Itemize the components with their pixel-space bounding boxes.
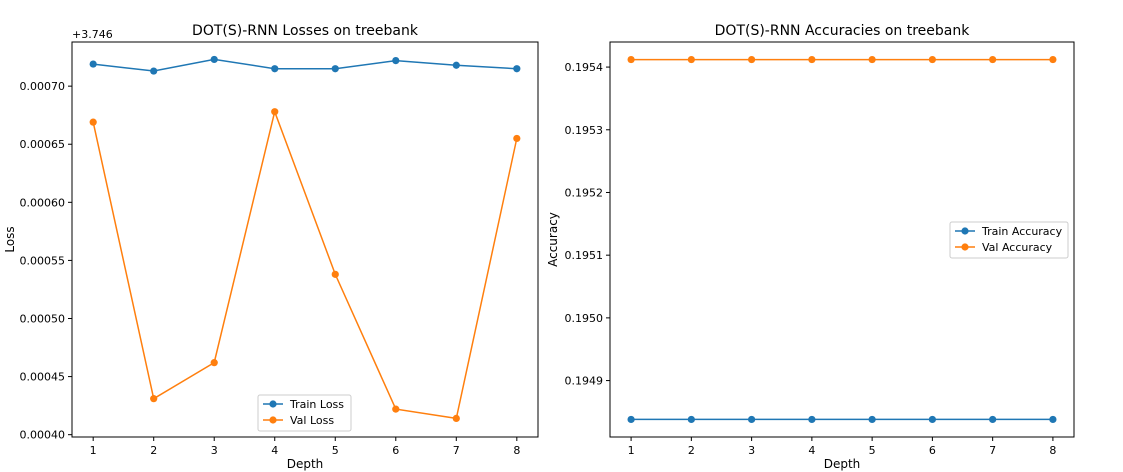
data-point: [513, 65, 521, 73]
x-tick-label: 6: [929, 444, 936, 457]
y-tick-label: 0.1953: [565, 124, 604, 137]
legend-marker: [961, 243, 969, 251]
y-tick-label: 0.1954: [565, 61, 604, 74]
data-point: [627, 55, 635, 64]
series-train-accuracy: [627, 415, 1057, 424]
legend-label: Val Loss: [290, 414, 334, 427]
legend-box: [949, 221, 1069, 259]
y-tick-label: 0.1951: [565, 249, 604, 262]
data-point: [271, 65, 279, 73]
data-point: [808, 415, 816, 424]
data-point: [1049, 55, 1057, 64]
y-tick-label: 0.00055: [20, 254, 66, 267]
y-tick-label: 0.1949: [565, 375, 604, 388]
x-tick-label: 3: [211, 444, 218, 457]
x-tick-label: 2: [688, 444, 695, 457]
data-point: [89, 118, 97, 126]
series-val-loss: [89, 108, 521, 423]
data-point: [808, 55, 816, 64]
data-point: [687, 415, 695, 424]
y-axis-title: Loss: [3, 226, 17, 252]
x-tick-label: 3: [748, 444, 755, 457]
data-point: [627, 415, 635, 424]
data-point: [687, 55, 695, 64]
data-point: [210, 55, 218, 64]
y-axis-title: Accuracy: [546, 212, 560, 267]
data-point: [331, 65, 339, 73]
x-tick-label: 6: [392, 444, 399, 457]
x-tick-label: 5: [869, 444, 876, 457]
x-tick-label: 1: [628, 444, 635, 457]
data-point: [210, 359, 218, 367]
data-point: [868, 55, 876, 64]
y-tick-label: 0.00040: [20, 429, 66, 442]
y-tick-label: 0.00060: [20, 196, 66, 209]
y-tick-label: 0.00070: [20, 80, 66, 93]
data-point: [989, 415, 997, 424]
series-line: [93, 58, 517, 72]
legend-marker: [961, 227, 969, 235]
legend-marker: [269, 400, 277, 408]
data-point: [989, 55, 997, 64]
x-tick-label: 1: [90, 444, 97, 457]
legend: Train Accuracy Val Accuracy: [949, 221, 1069, 259]
x-tick-label: 8: [513, 444, 520, 457]
data-point: [513, 134, 521, 143]
legend-label: Train Accuracy: [981, 225, 1063, 238]
chart-1: 1 2 3 4 5 6 7 8 0.00040 0.00045 0.00050 0.00055 0.00…: [3, 23, 539, 471]
legend-label: Val Accuracy: [982, 241, 1053, 254]
x-tick-label: 2: [150, 444, 157, 457]
y-tick-label: 0.00065: [20, 138, 66, 151]
legend: Train Loss Val Loss: [257, 394, 352, 432]
legend-label: Train Loss: [289, 398, 344, 411]
y-tick-label: 0.00050: [20, 313, 66, 326]
data-point: [928, 55, 936, 64]
y-tick-label: 0.1952: [565, 186, 604, 199]
y-tick-label: 0.1950: [565, 312, 604, 325]
x-tick-label: 7: [989, 444, 996, 457]
data-point: [1049, 415, 1057, 424]
x-tick-label: 8: [1049, 444, 1056, 457]
data-point: [928, 415, 936, 424]
data-point: [89, 60, 97, 68]
y-tick-label: 0.00045: [20, 371, 66, 384]
data-point: [392, 405, 400, 413]
data-point: [868, 415, 876, 424]
x-tick-label: 4: [808, 444, 815, 457]
plot-frame: [71, 41, 539, 438]
data-point: [150, 395, 158, 403]
data-point: [392, 56, 400, 65]
chart-title: DOT(S)-RNN Losses on treebank: [192, 23, 419, 39]
x-axis-title: Depth: [824, 457, 861, 471]
x-tick-label: 5: [332, 444, 339, 457]
series-val-accuracy: [627, 55, 1057, 64]
data-point: [271, 108, 279, 116]
chart-2: 1 2 3 4 5 6 7 8 0.1949 0.1950 0.1951 0.1952 0.1953 0.…: [546, 23, 1075, 471]
data-point: [331, 270, 339, 278]
legend-marker: [269, 416, 277, 424]
data-point: [150, 67, 158, 75]
data-point: [452, 414, 460, 423]
x-tick-label: 7: [453, 444, 460, 457]
data-point: [452, 61, 460, 69]
chart-title: DOT(S)-RNN Accuracies on treebank: [715, 23, 971, 39]
data-point: [748, 55, 756, 64]
x-tick-label: 4: [271, 444, 278, 457]
y-offset-label: +3.746: [72, 28, 113, 41]
series-line: [92, 109, 518, 420]
series-train-loss: [89, 55, 521, 75]
data-point: [748, 415, 756, 424]
x-axis-title: Depth: [287, 457, 324, 471]
